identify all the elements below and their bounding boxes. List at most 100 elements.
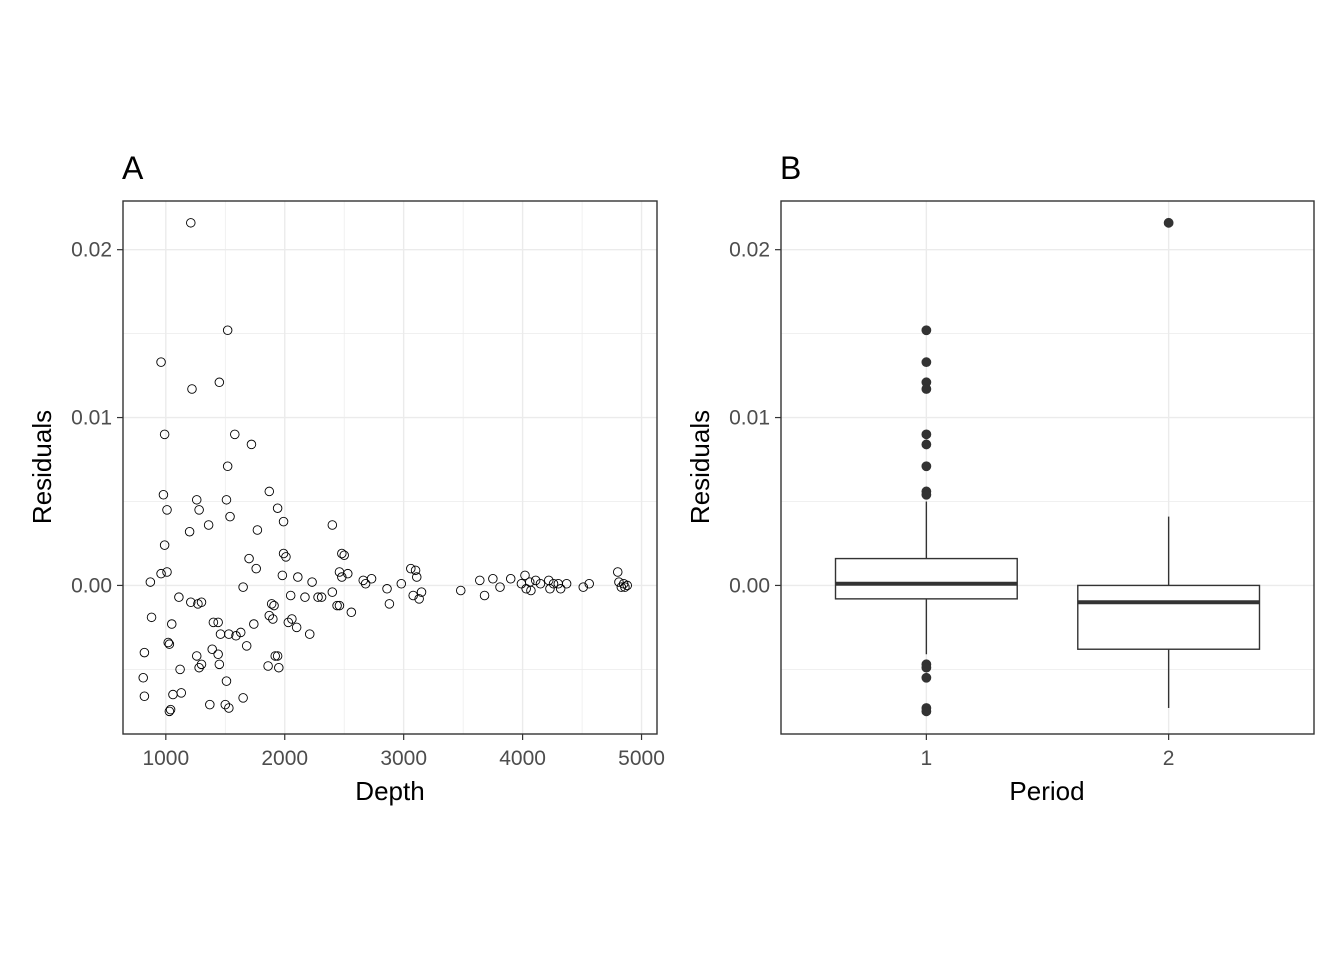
data-point	[613, 567, 623, 577]
data-point	[214, 377, 225, 388]
data-point	[156, 357, 166, 367]
data-point	[408, 590, 418, 601]
data-point	[241, 641, 252, 651]
data-point	[238, 582, 248, 592]
data-point	[139, 691, 150, 701]
data-point	[479, 590, 490, 601]
data-point	[307, 577, 317, 587]
data-point	[622, 580, 633, 591]
data-point	[208, 617, 219, 628]
data-point	[495, 582, 505, 592]
box-period-1	[834, 325, 1018, 717]
data-point	[343, 568, 353, 579]
data-point	[164, 639, 175, 649]
data-point	[285, 590, 296, 601]
data-point	[221, 676, 232, 686]
data-point	[384, 599, 395, 609]
data-point	[164, 706, 175, 717]
data-point	[530, 575, 541, 586]
y-tick-label: 0.01	[71, 407, 112, 430]
x-tick-label: 3000	[380, 747, 427, 770]
data-point	[162, 505, 172, 515]
data-point	[620, 582, 630, 592]
panel-a-x-label: Depth	[355, 776, 424, 806]
data-point	[146, 612, 157, 623]
x-tick-label: 4000	[499, 747, 546, 770]
data-point	[548, 579, 559, 589]
data-point	[263, 661, 273, 671]
data-point	[545, 584, 555, 594]
data-point	[278, 516, 289, 527]
data-point	[176, 688, 187, 698]
data-point	[174, 592, 184, 602]
data-point	[249, 619, 259, 629]
data-point	[269, 600, 279, 611]
data-point	[196, 659, 207, 670]
data-point	[158, 490, 169, 500]
data-point	[274, 662, 284, 673]
data-point	[215, 629, 226, 639]
data-point	[163, 637, 173, 648]
data-point	[304, 629, 315, 639]
y-tick-label: 0.02	[71, 239, 112, 262]
x-tick-label: 2	[1163, 747, 1175, 770]
outlier-point	[921, 357, 932, 368]
box-period-2	[1077, 217, 1261, 708]
panel-b-border	[780, 200, 1315, 735]
data-point	[488, 573, 498, 584]
data-point	[230, 429, 240, 440]
data-point	[291, 622, 302, 633]
panel-a-x-ticks: 1000 2000 3000 4000 5000	[142, 734, 665, 770]
outlier-point	[921, 384, 932, 394]
data-point	[337, 548, 347, 559]
data-point	[186, 597, 196, 607]
data-point	[272, 651, 283, 661]
data-point	[412, 572, 422, 582]
data-point	[162, 567, 172, 577]
data-point	[175, 664, 185, 675]
y-tick-label: 0.02	[729, 239, 770, 262]
data-point	[313, 592, 323, 602]
data-point	[277, 570, 288, 581]
data-point	[231, 631, 241, 641]
data-point	[138, 673, 148, 683]
data-point	[194, 662, 204, 673]
y-tick-label: 0.00	[71, 574, 112, 597]
iqr-box	[1077, 584, 1261, 650]
data-point	[332, 600, 342, 611]
data-point	[244, 553, 254, 564]
data-point	[578, 582, 589, 592]
data-point	[555, 584, 566, 594]
data-point	[337, 572, 347, 582]
data-point	[544, 575, 554, 586]
data-point	[264, 610, 275, 621]
data-point	[287, 614, 297, 624]
data-point	[616, 582, 627, 592]
data-point	[520, 570, 530, 581]
data-point	[203, 520, 214, 530]
data-point	[186, 218, 196, 228]
outlier-point	[921, 662, 932, 673]
data-point	[222, 325, 233, 336]
outlier-point	[921, 672, 932, 683]
data-point	[281, 552, 291, 562]
data-point	[156, 568, 166, 579]
data-point	[584, 579, 594, 589]
panel-b-tag: B	[780, 150, 801, 186]
data-point	[283, 617, 294, 628]
data-point	[139, 647, 150, 658]
data-point	[225, 511, 235, 522]
data-point	[327, 520, 338, 530]
data-point	[516, 579, 527, 589]
data-point	[221, 495, 232, 505]
data-point	[184, 526, 195, 537]
data-point	[207, 644, 217, 654]
data-point	[167, 619, 177, 629]
panel-a-border	[122, 200, 658, 735]
data-point	[614, 577, 624, 587]
data-point	[327, 587, 338, 597]
data-point	[535, 579, 546, 589]
data-point	[339, 550, 349, 560]
